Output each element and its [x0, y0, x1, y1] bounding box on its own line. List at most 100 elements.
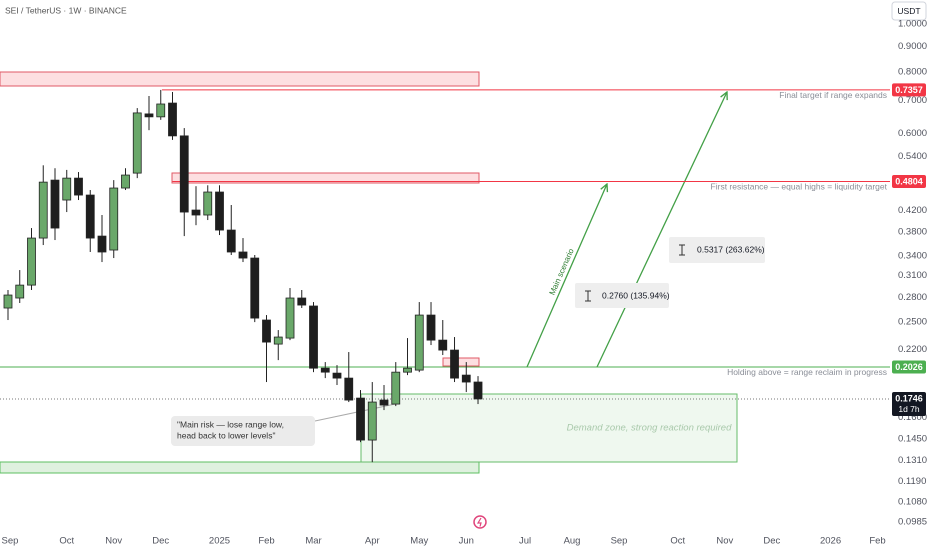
callout-box	[171, 416, 315, 446]
y-tick-label: 0.2200	[898, 344, 927, 355]
y-tick-label: 0.1600	[898, 412, 927, 423]
candle-body	[285, 297, 295, 339]
candle-body	[50, 179, 60, 229]
candle-body	[332, 372, 342, 379]
x-tick-label: Jun	[459, 536, 474, 547]
measure-label: 0.2760 (135.94%)	[602, 290, 670, 300]
candle-body	[97, 235, 107, 253]
x-tick-label: 2026	[820, 536, 841, 547]
y-tick-label: 0.1080	[898, 497, 927, 508]
candle-body	[309, 305, 318, 369]
candle-body	[344, 377, 354, 401]
candle-body	[144, 113, 154, 118]
candle-body	[85, 194, 95, 239]
candle-body	[438, 339, 448, 351]
measure-box	[669, 237, 765, 263]
candle-body	[168, 102, 177, 137]
candle-body	[15, 284, 25, 299]
candle-body	[226, 229, 236, 253]
level-price: 0.4804	[895, 176, 923, 186]
currency-button[interactable]	[891, 1, 927, 21]
candle-body	[62, 177, 72, 201]
y-tick-label: 0.6000	[898, 128, 927, 139]
x-tick-label: May	[410, 536, 428, 547]
candle-body	[109, 187, 119, 251]
measure-label: 0.5317 (263.62%)	[697, 244, 765, 254]
y-tick-label: 0.5400	[898, 151, 927, 162]
candle-body	[3, 294, 13, 309]
symbol-title: SEI / TetherUS · 1W · BINANCE	[5, 5, 127, 15]
y-tick-label: 0.2800	[898, 292, 927, 303]
level-note: Holding above = range reclaim in progres…	[727, 367, 887, 377]
y-tick-label: 0.3100	[898, 270, 927, 281]
x-tick-label: Nov	[716, 536, 733, 547]
candle-body	[273, 336, 283, 345]
x-tick-label: Dec	[763, 536, 780, 547]
candle-body	[403, 367, 412, 373]
candle-body	[74, 177, 83, 196]
candle-body	[320, 367, 330, 373]
y-tick-label: 0.1310	[898, 455, 927, 466]
candle-body	[215, 191, 224, 231]
y-tick-label: 0.2500	[898, 316, 927, 327]
candle-body	[473, 381, 483, 400]
measure-box	[575, 283, 669, 308]
candle-body	[391, 371, 401, 405]
y-tick-label: 0.9000	[898, 41, 927, 52]
x-tick-label: Sep	[2, 536, 19, 547]
candle-body	[426, 314, 436, 341]
currency-label[interactable]: USDT	[897, 6, 920, 16]
y-tick-label: 1.0000	[898, 18, 927, 29]
candle-body	[156, 103, 166, 118]
y-tick-label: 0.8000	[898, 66, 927, 77]
y-tick-label: 0.4200	[898, 205, 927, 216]
candle-body	[38, 181, 48, 239]
candle-body	[27, 237, 36, 286]
y-tick-label: 0.0985	[898, 516, 927, 527]
y-tick-label: 0.3800	[898, 226, 927, 237]
candle-body	[262, 319, 271, 343]
y-tick-label: 0.1190	[898, 476, 926, 487]
level-price-box	[892, 174, 926, 188]
y-tick-label: 0.3400	[898, 250, 927, 261]
level-note: Final target if range expands	[779, 90, 887, 100]
supply-zone	[0, 71, 480, 87]
measure-icon	[679, 244, 685, 256]
x-tick-label: Nov	[105, 536, 122, 547]
scenario-arrow	[596, 92, 727, 368]
countdown: 1d 7h	[898, 404, 920, 414]
x-tick-label: Dec	[152, 536, 169, 547]
candle-body	[132, 112, 142, 174]
y-tick-label: 0.7000	[898, 95, 927, 106]
x-tick-label: Mar	[305, 536, 321, 547]
x-tick-label: Feb	[869, 536, 885, 547]
candle-body	[297, 297, 307, 306]
callout-text: "Main risk — lose range low,	[177, 419, 284, 429]
level-price-box	[892, 360, 926, 374]
measure-icon	[585, 290, 591, 302]
candle-body	[203, 191, 213, 216]
supply-zone	[442, 357, 480, 367]
last-price: 0.1746	[895, 393, 923, 403]
support-zone	[0, 461, 480, 474]
candle-body	[250, 257, 260, 319]
candle-body	[379, 399, 389, 406]
zone-label: Demand zone, strong reaction required	[567, 423, 732, 434]
level-note: First resistance — equal highs = liquidi…	[711, 182, 888, 192]
candle-body	[461, 374, 471, 383]
candle-body	[367, 401, 377, 441]
candle-body	[450, 349, 459, 379]
logo	[473, 515, 487, 529]
logo	[476, 517, 482, 527]
x-tick-label: Oct	[59, 536, 74, 547]
callout-text: head back to lower levels"	[177, 430, 275, 440]
x-tick-label: Sep	[611, 536, 628, 547]
x-tick-label: Oct	[670, 536, 685, 547]
supply-zone	[171, 172, 480, 184]
scenario-arrow	[526, 184, 607, 368]
demand-zone	[360, 393, 738, 463]
candle-body	[121, 174, 130, 189]
candle-body	[356, 397, 365, 441]
